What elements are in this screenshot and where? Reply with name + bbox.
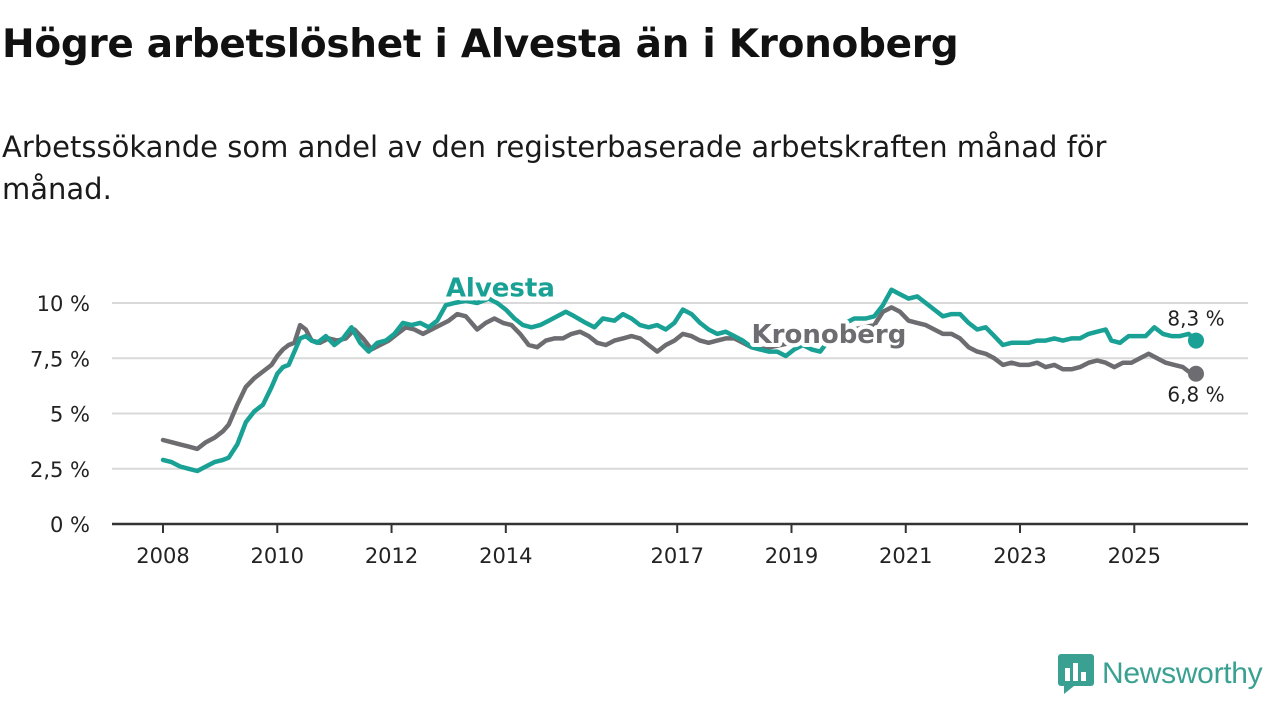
y-tick-label: 2,5 % [30,458,90,482]
gridlines [112,302,1248,470]
series-lines [160,287,1204,474]
chart-subtitle: Arbetssökande som andel av den registerb… [2,130,1107,206]
x-tick-label: 2023 [993,544,1046,568]
chart-title: Högre arbetslöshet i Alvesta än i Kronob… [2,22,959,67]
endpoint-kronoberg [1188,365,1204,382]
x-tick-label: 2010 [251,544,304,568]
end-value-kronoberg: 6,8 % [1167,383,1224,407]
x-tick-label: 2019 [765,544,818,568]
y-axis-ticks: 0 % 2,5 % 5 % 7,5 % 10 % [30,292,90,537]
series-line-kronoberg [160,305,1199,452]
series-label-alvesta: Alvesta [446,273,555,303]
x-tick-label: 2017 [650,544,703,568]
series-label-kronoberg: Kronoberg [751,320,906,350]
x-tick-label: 2021 [879,544,932,568]
x-tick-label: 2014 [479,544,532,568]
brand-name: Newsworthy [1102,657,1263,690]
series-label-halo: Alvesta [446,273,555,303]
x-axis-ticks: 2008 2010 2012 2014 2017 2019 2021 2023 2025 [112,522,1248,568]
brand-logo[interactable]: Newsworthy [1058,654,1263,694]
endpoint-alvesta [1188,332,1204,349]
newsworthy-logo-icon [1058,654,1094,694]
y-tick-label: 5 % [50,403,90,427]
x-tick-label: 2025 [1108,544,1161,568]
series-line-alvesta [160,287,1199,474]
x-tick-label: 2012 [365,544,418,568]
y-tick-label: 10 % [37,292,90,316]
x-tick-label: 2008 [136,544,189,568]
y-tick-label: 0 % [50,513,90,537]
series-label-halo: Kronoberg [751,320,906,350]
end-value-alvesta: 8,3 % [1167,307,1224,331]
y-tick-label: 7,5 % [30,347,90,371]
